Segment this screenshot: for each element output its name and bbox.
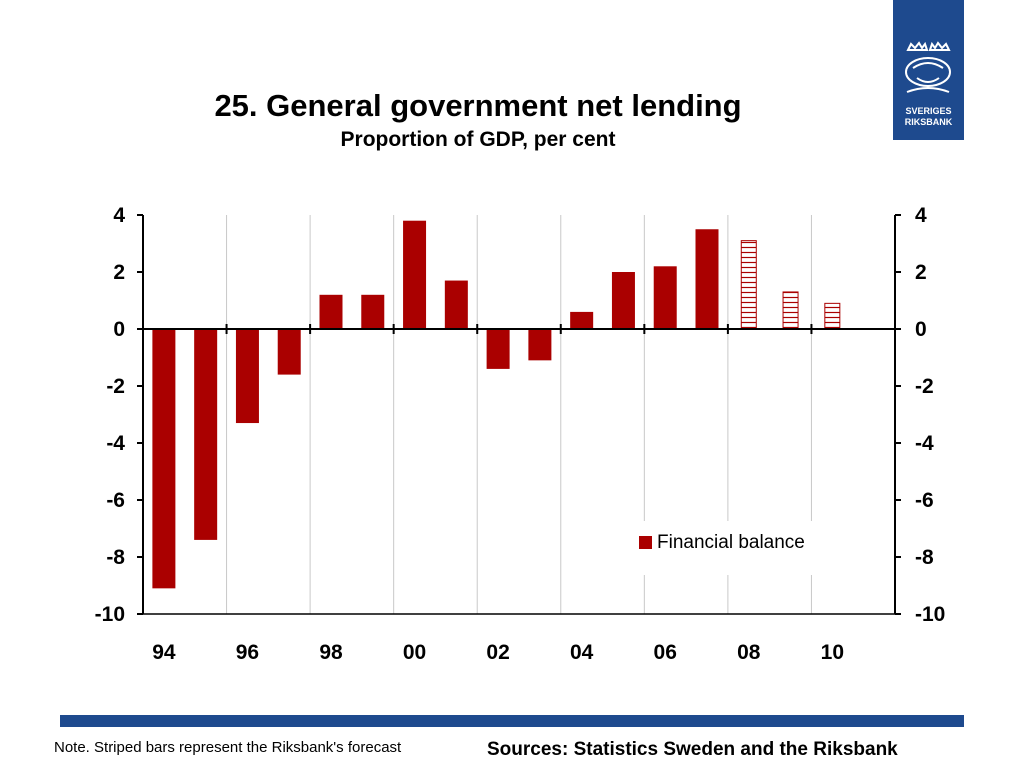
y-tick-label-left: 4 bbox=[113, 204, 125, 227]
bar-99 bbox=[361, 294, 385, 329]
y-tick-label-right: -8 bbox=[915, 546, 934, 569]
x-tick-label: 06 bbox=[654, 641, 677, 664]
bar-05 bbox=[611, 272, 635, 329]
x-tick-label: 00 bbox=[403, 641, 426, 664]
y-tick-label-left: 0 bbox=[113, 318, 125, 341]
bar-03 bbox=[528, 329, 552, 361]
y-tick-label-left: -2 bbox=[106, 375, 125, 398]
bar-94 bbox=[152, 329, 176, 589]
bar-06 bbox=[653, 266, 677, 329]
y-tick-label-right: -2 bbox=[915, 375, 934, 398]
sources-text: Sources: Statistics Sweden and the Riksb… bbox=[487, 739, 898, 760]
crown-emblem-icon bbox=[905, 41, 951, 93]
footer-bar bbox=[60, 715, 964, 727]
y-tick-label-right: -6 bbox=[915, 489, 934, 512]
x-tick-label: 98 bbox=[319, 641, 343, 664]
y-tick-label-right: 4 bbox=[915, 204, 927, 227]
y-tick-label-right: 2 bbox=[915, 261, 927, 284]
bar-07 bbox=[695, 229, 719, 329]
x-tick-label: 08 bbox=[737, 641, 761, 664]
logo-text: SVERIGES RIKSBANK bbox=[893, 106, 964, 128]
footnote: Note. Striped bars represent the Riksban… bbox=[54, 739, 402, 756]
y-tick-label-left: -10 bbox=[95, 603, 125, 626]
bar-97 bbox=[277, 329, 301, 375]
bar-forecast-09 bbox=[782, 291, 799, 330]
x-tick-label: 94 bbox=[152, 641, 176, 664]
bar-04 bbox=[570, 311, 594, 329]
y-tick-label-left: 2 bbox=[113, 261, 125, 284]
bar-00 bbox=[403, 220, 427, 329]
y-tick-label-right: 0 bbox=[915, 318, 927, 341]
legend-label: Financial balance bbox=[657, 532, 805, 553]
y-tick-label-left: -8 bbox=[106, 546, 125, 569]
chart-title: 25. General government net lending bbox=[214, 88, 742, 123]
y-tick-label-left: -6 bbox=[106, 489, 125, 512]
logo-line-2: RIKSBANK bbox=[904, 117, 953, 127]
x-tick-label: 02 bbox=[486, 641, 509, 664]
y-tick-label-left: -4 bbox=[106, 432, 125, 455]
bar-96 bbox=[235, 329, 259, 424]
bar-98 bbox=[319, 294, 343, 329]
bar-95 bbox=[194, 329, 218, 540]
legend-swatch bbox=[639, 536, 652, 549]
bar-01 bbox=[444, 280, 468, 329]
chart-subtitle: Proportion of GDP, per cent bbox=[340, 128, 616, 151]
x-tick-label: 96 bbox=[236, 641, 259, 664]
x-tick-label: 10 bbox=[821, 641, 844, 664]
bar-forecast-08 bbox=[740, 240, 757, 330]
y-tick-label-right: -10 bbox=[915, 603, 945, 626]
bar-forecast-10 bbox=[824, 302, 841, 330]
logo-line-1: SVERIGES bbox=[905, 106, 952, 116]
x-tick-label: 04 bbox=[570, 641, 594, 664]
y-tick-label-right: -4 bbox=[915, 432, 934, 455]
riksbank-logo: SVERIGES RIKSBANK bbox=[893, 0, 964, 140]
legend: Financial balance bbox=[612, 521, 848, 575]
bar-02 bbox=[486, 329, 510, 369]
